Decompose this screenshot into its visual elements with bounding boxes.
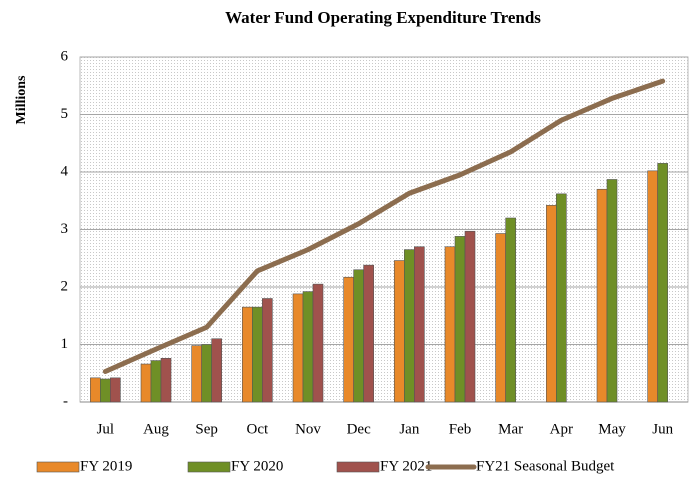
bar (160, 357, 172, 403)
y-tick-label: 1 (61, 336, 69, 352)
bar (262, 298, 273, 403)
x-tick-label: Mar (498, 421, 523, 437)
y-tick-label: 5 (61, 106, 69, 122)
bar (150, 360, 162, 403)
x-tick-label: Apr (550, 421, 573, 437)
x-tick-label: Jul (97, 421, 115, 437)
chart-title: Water Fund Operating Expenditure Trends (225, 8, 541, 27)
bar (140, 363, 152, 403)
x-tick-label: Jan (399, 421, 419, 437)
bar (454, 236, 466, 403)
x-tick-label: Dec (347, 421, 371, 437)
legend-swatch (336, 461, 380, 473)
bar (404, 249, 415, 403)
legend-label: FY 2019 (80, 458, 132, 474)
x-tick-label: Jun (652, 421, 673, 437)
bar (363, 264, 374, 403)
legend-swatch (36, 461, 80, 473)
bar (292, 293, 304, 403)
bar (211, 338, 222, 403)
y-tick-label: 3 (61, 221, 69, 237)
bar (191, 345, 202, 403)
bar (394, 260, 405, 403)
legend-label: FY 2021 (380, 458, 432, 474)
y-tick-label: - (63, 393, 68, 409)
bar (606, 179, 618, 403)
bar (556, 193, 567, 403)
x-tick-label: May (598, 421, 626, 437)
legend-label: FY21 Seasonal Budget (476, 458, 615, 474)
legend-label: FY 2020 (231, 458, 283, 474)
bar (343, 276, 354, 403)
x-tick-label: Sep (195, 421, 218, 437)
bar (495, 233, 506, 403)
y-axis-label: Millions (14, 75, 29, 125)
y-tick-label: 6 (61, 48, 69, 64)
bar (444, 246, 456, 403)
bar (414, 246, 425, 403)
bar (242, 306, 253, 403)
bar (647, 170, 658, 403)
bar (312, 283, 324, 403)
x-tick-label: Feb (449, 421, 472, 437)
bar (252, 306, 263, 403)
bar (302, 291, 314, 403)
x-tick-label: Aug (143, 421, 169, 437)
bar (90, 377, 101, 403)
bar (546, 205, 557, 403)
x-tick-label: Oct (246, 421, 268, 437)
bar (596, 188, 608, 403)
bar (110, 377, 121, 403)
y-tick-label: 4 (61, 163, 69, 179)
bar (505, 217, 516, 403)
line (102, 78, 666, 375)
bar (353, 269, 364, 403)
y-tick-label: 2 (61, 278, 69, 294)
x-tick-label: Nov (295, 421, 321, 437)
bar (464, 230, 476, 403)
bar (100, 378, 111, 403)
legend-swatch (187, 461, 231, 473)
bar (657, 163, 668, 403)
bar (201, 344, 212, 403)
